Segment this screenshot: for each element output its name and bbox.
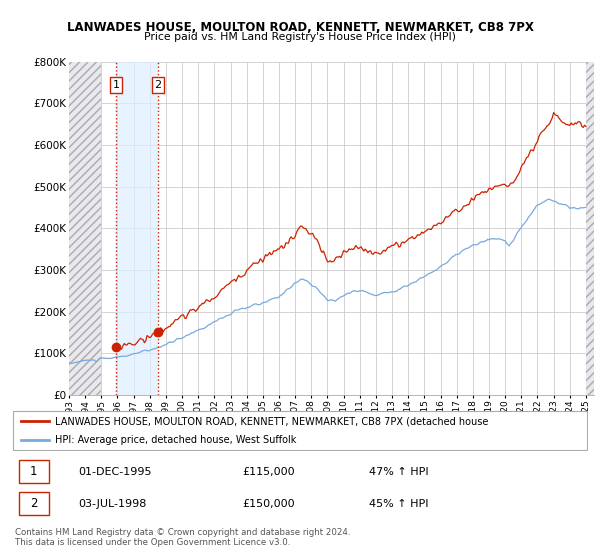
Text: 45% ↑ HPI: 45% ↑ HPI (369, 499, 428, 509)
Bar (116, 62, 158, 395)
Text: 1: 1 (113, 80, 119, 90)
Text: HPI: Average price, detached house, West Suffolk: HPI: Average price, detached house, West… (55, 435, 296, 445)
Text: 03-JUL-1998: 03-JUL-1998 (78, 499, 146, 509)
Text: 01-DEC-1995: 01-DEC-1995 (78, 466, 152, 477)
Text: Price paid vs. HM Land Registry's House Price Index (HPI): Price paid vs. HM Land Registry's House … (144, 32, 456, 43)
FancyBboxPatch shape (13, 411, 587, 450)
FancyBboxPatch shape (19, 460, 49, 483)
Text: LANWADES HOUSE, MOULTON ROAD, KENNETT, NEWMARKET, CB8 7PX: LANWADES HOUSE, MOULTON ROAD, KENNETT, N… (67, 21, 533, 34)
Text: £115,000: £115,000 (242, 466, 295, 477)
Text: 2: 2 (154, 80, 161, 90)
FancyBboxPatch shape (19, 492, 49, 515)
Text: 1: 1 (30, 465, 38, 478)
Text: 2: 2 (30, 497, 38, 510)
Bar (69, 62, 101, 395)
Text: £150,000: £150,000 (242, 499, 295, 509)
Text: 47% ↑ HPI: 47% ↑ HPI (369, 466, 429, 477)
Text: LANWADES HOUSE, MOULTON ROAD, KENNETT, NEWMARKET, CB8 7PX (detached house: LANWADES HOUSE, MOULTON ROAD, KENNETT, N… (55, 417, 488, 426)
Text: Contains HM Land Registry data © Crown copyright and database right 2024.
This d: Contains HM Land Registry data © Crown c… (15, 528, 350, 547)
Bar (586, 62, 594, 395)
